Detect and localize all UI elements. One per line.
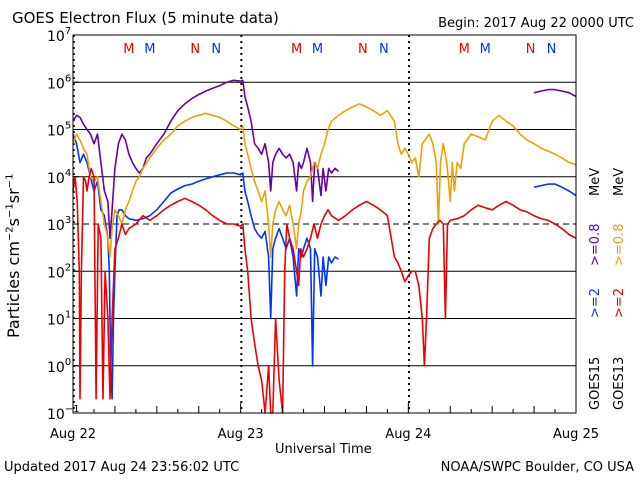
marker-label: N bbox=[379, 42, 389, 57]
updated-timestamp: Updated 2017 Aug 24 23:56:02 UTC bbox=[4, 460, 240, 475]
legend-goes13-ge2-text: >=2 bbox=[612, 287, 627, 318]
legend-goes15-ge08-text: >=0.8 bbox=[588, 223, 603, 266]
legend-goes13-text: GOES13 bbox=[612, 356, 627, 410]
legend-mev-1: MeV bbox=[588, 168, 603, 196]
chart-title: GOES Electron Flux (5 minute data) bbox=[12, 9, 279, 27]
marker-label: M bbox=[459, 42, 470, 57]
y-tick-label: 102 bbox=[47, 262, 71, 281]
series-line bbox=[72, 167, 577, 414]
y-tick-label: 105 bbox=[47, 121, 71, 140]
legend-goes13-ge2: >=2 bbox=[612, 288, 627, 318]
legend-goes15: GOES15 bbox=[588, 357, 603, 410]
x-tick-label: Aug 24 bbox=[385, 427, 431, 442]
legend-goes15-ge2-text: >=2 bbox=[588, 287, 603, 318]
marker-label: N bbox=[547, 42, 557, 57]
series-line bbox=[72, 133, 339, 400]
y-tick-label: 101 bbox=[47, 310, 71, 329]
marker-label: M bbox=[123, 42, 134, 57]
legend-mev-1-text: MeV bbox=[588, 167, 603, 196]
y-tick-label: 100 bbox=[47, 357, 71, 376]
series-line bbox=[72, 79, 340, 239]
series-line bbox=[533, 88, 577, 98]
y-tick-label: 10−1 bbox=[47, 404, 80, 423]
x-tick-labels: Aug 22 Aug 23 Aug 24 Aug 25 bbox=[50, 403, 599, 442]
marker-label: M bbox=[144, 42, 155, 57]
legend-goes15-ge08: >=0.8 bbox=[588, 224, 603, 266]
y-tick-label: 104 bbox=[47, 168, 71, 187]
legend-goes15-text: GOES15 bbox=[588, 356, 603, 410]
marker-label: M bbox=[312, 42, 323, 57]
legend-goes13: GOES13 bbox=[612, 357, 627, 410]
credit-line: NOAA/SWPC Boulder, CO USA bbox=[440, 460, 634, 475]
chart-grid bbox=[73, 34, 576, 414]
marker-label: N bbox=[190, 42, 200, 57]
chart-series-group bbox=[72, 79, 577, 414]
series-line bbox=[533, 183, 577, 197]
y-tick-label: 103 bbox=[47, 215, 71, 234]
legend-goes13-ge08-text: >=0.8 bbox=[612, 223, 627, 266]
x-tick-label: Aug 25 bbox=[553, 427, 599, 442]
legend-goes15-ge2: >=2 bbox=[588, 288, 603, 318]
marker-label: N bbox=[526, 42, 536, 57]
x-tick-label: Aug 22 bbox=[50, 427, 96, 442]
legend-mev-2-text: MeV bbox=[612, 167, 627, 196]
y-tick-labels: 10−1 100 101 102 103 104 105 106 107 bbox=[47, 26, 80, 423]
y-tick-label: 107 bbox=[47, 26, 71, 45]
x-axis-label: Universal Time bbox=[275, 442, 372, 457]
legend-mev-2: MeV bbox=[612, 168, 627, 196]
y-tick-label: 106 bbox=[47, 73, 71, 92]
x-tick-label: Aug 23 bbox=[218, 427, 264, 442]
begin-time: Begin: 2017 Aug 22 0000 UTC bbox=[438, 16, 634, 31]
marker-label: M bbox=[480, 42, 491, 57]
marker-label: N bbox=[358, 42, 368, 57]
marker-label: N bbox=[211, 42, 221, 57]
y-axis-label: Particles cm−2s−1sr−1 bbox=[4, 173, 23, 338]
legend-goes13-ge08: >=0.8 bbox=[612, 224, 627, 266]
marker-label: M bbox=[291, 42, 302, 57]
series-line bbox=[72, 103, 577, 258]
